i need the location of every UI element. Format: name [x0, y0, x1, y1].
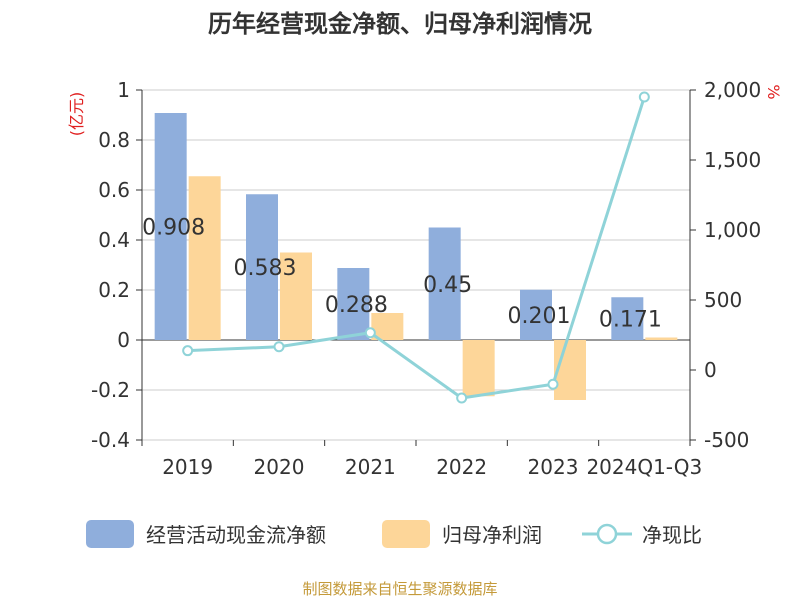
source-note: 制图数据来自恒生聚源数据库 — [302, 580, 497, 598]
right-tick-label: 500 — [704, 288, 742, 312]
x-tick-label: 2024Q1-Q3 — [586, 455, 702, 479]
legend-label-cashflow: 经营活动现金流净额 — [146, 523, 326, 547]
x-tick-label: 2019 — [162, 455, 213, 479]
left-tick-label: 0 — [117, 328, 130, 352]
data-label-cashflow: 0.908 — [142, 216, 205, 241]
right-tick-label: 2,000 — [704, 78, 761, 102]
x-tick-label: 2023 — [528, 455, 579, 479]
legend-swatch-profit — [382, 520, 430, 548]
bar-cashflow — [246, 194, 278, 340]
ratio-point — [456, 392, 468, 404]
ratio-point — [638, 91, 650, 103]
left-tick-label: 0.2 — [98, 278, 130, 302]
x-tick-label: 2021 — [345, 455, 396, 479]
data-label-cashflow: 0.171 — [599, 308, 662, 333]
bar-profit — [188, 176, 221, 340]
ratio-polyline — [187, 96, 646, 400]
data-label-cashflow: 0.45 — [423, 273, 472, 298]
legend-label-profit: 归母净利润 — [442, 523, 542, 547]
left-tick-label: 0.4 — [98, 228, 130, 252]
bar-profit — [554, 340, 586, 400]
bar-profit — [462, 340, 495, 397]
bar-cashflow — [154, 113, 187, 340]
bar-cashflow — [337, 268, 370, 340]
legend: 经营活动现金流净额 归母净利润 净现比 — [86, 520, 702, 548]
axes: 1 0.8 0.6 0.4 0.2 0 -0.2 -0.4 2,000 1,500 1,000 500… — [91, 78, 761, 479]
left-tick-label: 0.8 — [98, 128, 130, 152]
right-axis-unit: % — [764, 84, 783, 99]
bar-cashflow — [611, 297, 644, 340]
bar-profit — [645, 337, 678, 340]
legend-swatch-cashflow — [86, 520, 134, 548]
ratio-point — [182, 345, 194, 357]
ratio-point — [273, 341, 285, 353]
data-labels: 0.908 0.583 0.288 0.45 0.201 0.171 — [142, 216, 662, 333]
grid-lines — [142, 89, 690, 441]
left-tick-label: -0.2 — [91, 378, 130, 402]
bar-profit — [280, 252, 312, 340]
ratio-line — [182, 91, 650, 404]
right-tick-label: -500 — [704, 428, 749, 452]
x-tick-label: 2020 — [254, 455, 305, 479]
bars — [154, 113, 678, 400]
ratio-point — [364, 327, 376, 339]
left-tick-label: 0.6 — [98, 178, 130, 202]
chart-title: 历年经营现金净额、归母净利润情况 — [208, 10, 592, 38]
ratio-point — [547, 378, 559, 390]
x-tick-label: 2022 — [436, 455, 487, 479]
right-tick-label: 0 — [704, 358, 717, 382]
right-tick-label: 1,000 — [704, 218, 761, 242]
left-tick-label: -0.4 — [91, 428, 130, 452]
right-tick-label: 1,500 — [704, 148, 761, 172]
left-tick-label: 1 — [117, 78, 130, 102]
data-label-cashflow: 0.201 — [508, 304, 571, 329]
legend-marker-ratio — [596, 523, 618, 545]
bar-cashflow — [428, 227, 461, 340]
data-label-cashflow: 0.288 — [325, 293, 388, 318]
data-label-cashflow: 0.583 — [234, 256, 297, 281]
left-axis-unit: (亿元) — [67, 92, 86, 137]
legend-label-ratio: 净现比 — [642, 523, 702, 547]
bar-cashflow — [520, 289, 552, 340]
